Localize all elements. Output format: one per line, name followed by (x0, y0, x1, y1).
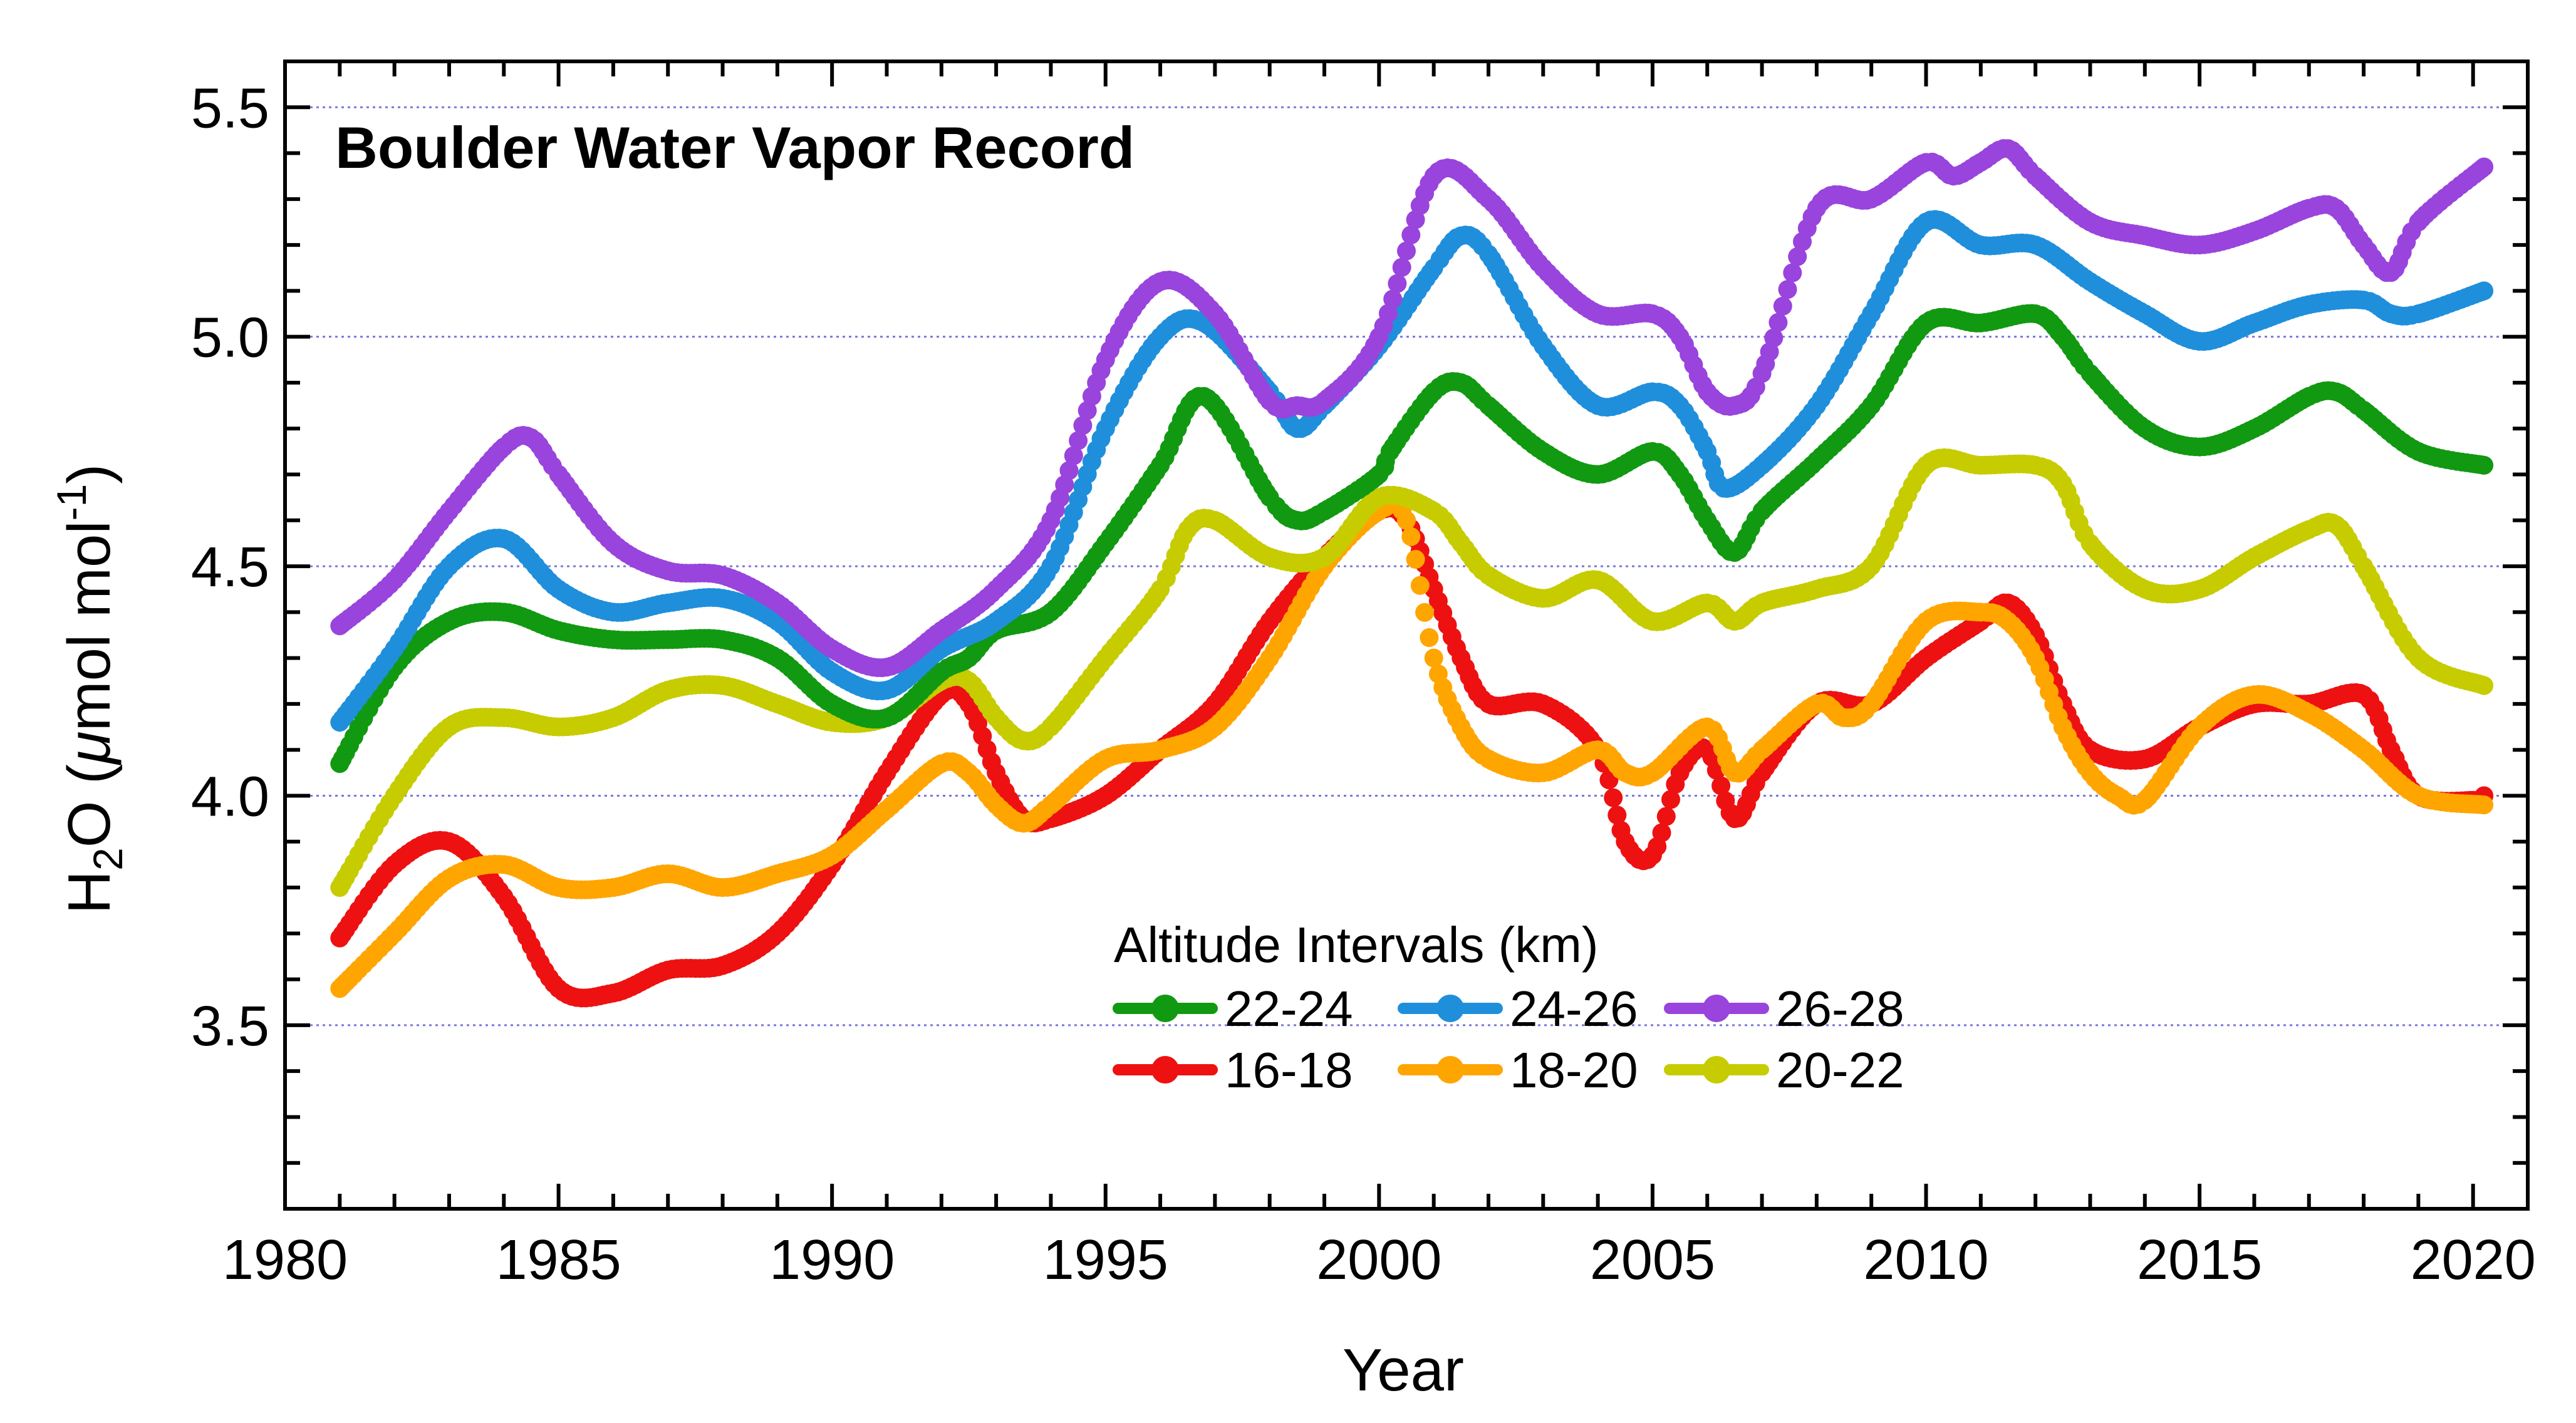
series-22-24 (330, 304, 2494, 774)
legend-item-20-22: 20-22 (1664, 1042, 1904, 1098)
series-16-18 (330, 499, 2494, 1008)
legend-item-18-20: 18-20 (1398, 1042, 1638, 1098)
data-point (1401, 527, 1421, 546)
data-point (1607, 805, 1627, 825)
plot-frame (283, 60, 2530, 1211)
x-tick-label: 1995 (1043, 1229, 1168, 1291)
data-point (1778, 280, 1797, 299)
data-point (1378, 304, 1398, 323)
data-point (1064, 446, 1083, 465)
x-tick-label: 2015 (2137, 1229, 2262, 1291)
y-tick-label: 3.5 (191, 995, 269, 1058)
data-point (1397, 510, 1416, 530)
data-point (1073, 416, 1093, 435)
data-point (1788, 247, 1807, 266)
legend-label: 16-18 (1225, 1042, 1353, 1098)
legend-label: 24-26 (1510, 981, 1638, 1037)
legend-items: 22-24 24-26 26-28 16-18 18-20 20-22 (1113, 981, 1904, 1098)
legend-swatch-marker (1436, 995, 1464, 1022)
legend-item-16-18: 16-18 (1113, 1042, 1353, 1098)
data-point (1424, 648, 1443, 668)
data-point (1388, 274, 1407, 293)
data-point (1415, 603, 1435, 622)
data-point (2475, 455, 2494, 475)
y-tick-label: 4.5 (191, 536, 269, 599)
data-point (2475, 795, 2494, 815)
data-point (1711, 776, 1731, 795)
axis-ticks (283, 60, 2530, 1211)
legend-swatch-marker (1703, 1056, 1730, 1084)
x-tick-label: 2000 (1316, 1229, 1441, 1291)
x-tick-label: 2020 (2411, 1229, 2536, 1291)
legend-swatch-marker (1151, 1056, 1179, 1084)
legend-label: 18-20 (1510, 1042, 1638, 1098)
data-point (1401, 225, 1421, 245)
y-tick-label: 5.0 (191, 307, 269, 370)
legend-label: 20-22 (1776, 1042, 1904, 1098)
data-point (2475, 281, 2494, 301)
data-point (1656, 807, 1676, 826)
data-point (1397, 241, 1416, 261)
data-point (1764, 328, 1784, 348)
data-point (2475, 157, 2494, 177)
series-26-28 (330, 139, 2494, 678)
legend-swatch-marker (1436, 1056, 1464, 1084)
legend-item-26-28: 26-28 (1664, 981, 1904, 1037)
x-tick-label: 2005 (1590, 1229, 1715, 1291)
x-tick-label: 2010 (1863, 1229, 1988, 1291)
data-point (1383, 289, 1403, 309)
legend-label: 22-24 (1225, 981, 1353, 1037)
data-point (1055, 475, 1074, 494)
legend-title: Altitude Intervals (km) (1114, 917, 1599, 973)
legend-swatch-marker (1151, 995, 1179, 1022)
data-point (1773, 296, 1792, 316)
y-axis-label: H2O (μmol mol-1) (48, 464, 131, 914)
data-point (1661, 790, 1680, 809)
legend-label: 26-28 (1776, 981, 1904, 1037)
legend-swatch-marker (1703, 995, 1730, 1022)
tick-labels: 1980 1985 1990 1995 2000 2005 2010 2015 2020 3.5 4… (191, 77, 2536, 1291)
data-point (1059, 461, 1079, 480)
data-point (1410, 576, 1430, 595)
data-point (1069, 431, 1088, 450)
data-point (1768, 313, 1788, 332)
y-tick-label: 5.5 (191, 77, 269, 140)
x-tick-label: 1990 (769, 1229, 895, 1291)
legend-item-24-26: 24-26 (1398, 981, 1638, 1037)
x-axis-label: Year (1343, 1337, 1464, 1404)
data-series (330, 139, 2494, 1008)
x-tick-label: 1980 (222, 1229, 348, 1291)
data-point (1078, 401, 1097, 420)
series-18-20 (330, 494, 2494, 998)
data-point (2475, 676, 2494, 695)
legend-item-22-24: 22-24 (1113, 981, 1353, 1037)
data-point (1652, 823, 1671, 842)
data-point (1783, 263, 1802, 282)
data-point (1406, 550, 1425, 569)
data-point (1420, 628, 1439, 647)
data-point (1392, 257, 1411, 277)
x-tick-label: 1985 (496, 1229, 621, 1291)
chart-title: Boulder Water Vapor Record (335, 115, 1135, 180)
y-tick-label: 4.0 (191, 765, 269, 828)
legend: Altitude Intervals (km) 22-24 24-26 26-28 1… (1113, 917, 1904, 1098)
data-point (1604, 788, 1623, 807)
